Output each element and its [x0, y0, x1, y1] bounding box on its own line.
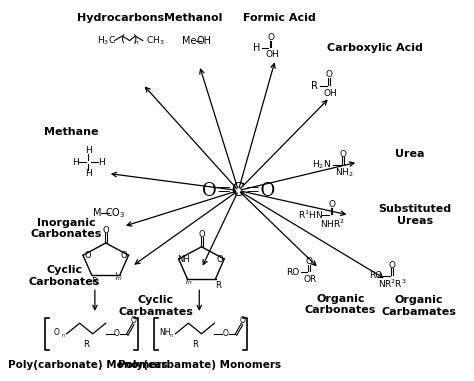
Text: O: O	[103, 226, 109, 235]
Text: $)_n$: $)_n$	[184, 275, 192, 287]
Text: O: O	[325, 70, 332, 79]
Text: RO: RO	[286, 267, 300, 277]
Text: ): )	[132, 34, 136, 44]
Text: H$_3$C: H$_3$C	[97, 34, 116, 47]
Text: R: R	[192, 340, 198, 349]
Text: Poly(carbonate) Monomers: Poly(carbonate) Monomers	[9, 360, 168, 370]
Text: H: H	[72, 157, 79, 166]
Text: O: O	[199, 230, 205, 239]
Text: OR: OR	[303, 275, 317, 284]
Text: $_n$: $_n$	[134, 38, 140, 47]
Text: CH$_3$: CH$_3$	[146, 34, 165, 47]
Text: (: (	[121, 34, 125, 44]
Text: O: O	[53, 328, 59, 337]
Text: O: O	[328, 200, 335, 209]
Text: OH: OH	[265, 50, 279, 59]
Text: Poly(carbamate) Monomers: Poly(carbamate) Monomers	[118, 360, 281, 370]
Text: Cyclic
Carbonates: Cyclic Carbonates	[29, 265, 100, 287]
Text: Formic Acid: Formic Acid	[243, 13, 316, 23]
Text: H$_2$N: H$_2$N	[312, 158, 331, 171]
Text: Organic
Carbonates: Organic Carbonates	[305, 294, 376, 315]
Text: O: O	[306, 257, 313, 266]
Text: OH: OH	[323, 89, 337, 98]
Text: Me: Me	[182, 35, 197, 46]
Text: NR$^2$R$^3$: NR$^2$R$^3$	[378, 278, 407, 290]
Text: OH: OH	[197, 35, 211, 46]
Text: O: O	[114, 329, 119, 338]
Text: O: O	[240, 315, 246, 325]
Text: $)_n$: $)_n$	[114, 271, 123, 283]
Text: R$^1$HN: R$^1$HN	[298, 209, 323, 221]
Text: Carboxylic Acid: Carboxylic Acid	[328, 43, 423, 53]
Text: Cyclic
Carbamates: Cyclic Carbamates	[118, 296, 193, 317]
Text: O: O	[121, 251, 128, 260]
Text: CO$_3$: CO$_3$	[105, 207, 125, 220]
Text: Methanol: Methanol	[164, 13, 222, 23]
Text: H: H	[254, 43, 261, 53]
Text: O: O	[217, 255, 223, 264]
Text: O: O	[84, 251, 91, 260]
Text: H: H	[98, 157, 105, 166]
Text: O: O	[340, 150, 347, 158]
Text: O: O	[267, 34, 274, 42]
Text: Substituted
Ureas: Substituted Ureas	[378, 204, 451, 226]
Text: R: R	[91, 277, 97, 287]
Text: NH: NH	[159, 328, 171, 337]
Text: $_n$: $_n$	[61, 333, 65, 341]
Text: Hydrocarbons: Hydrocarbons	[77, 13, 164, 23]
Text: O=C=O: O=C=O	[202, 181, 275, 200]
Text: NHR$^2$: NHR$^2$	[320, 217, 345, 230]
Text: Inorganic
Carbonates: Inorganic Carbonates	[31, 218, 102, 239]
Text: Methane: Methane	[44, 126, 98, 137]
Text: NH: NH	[178, 255, 190, 264]
Text: O: O	[131, 315, 137, 325]
Text: Organic
Carbamates: Organic Carbamates	[382, 296, 456, 317]
Text: R: R	[215, 281, 220, 290]
Text: RO: RO	[369, 271, 382, 280]
Text: NH$_2$: NH$_2$	[335, 166, 354, 179]
Text: O: O	[222, 329, 228, 338]
Text: H: H	[85, 169, 92, 178]
Text: Urea: Urea	[395, 149, 425, 159]
Text: $_n$: $_n$	[169, 333, 174, 341]
Text: O: O	[389, 261, 395, 270]
Text: H: H	[85, 146, 92, 155]
Text: R: R	[311, 81, 318, 91]
Text: R: R	[83, 340, 89, 349]
Text: M: M	[93, 208, 101, 218]
